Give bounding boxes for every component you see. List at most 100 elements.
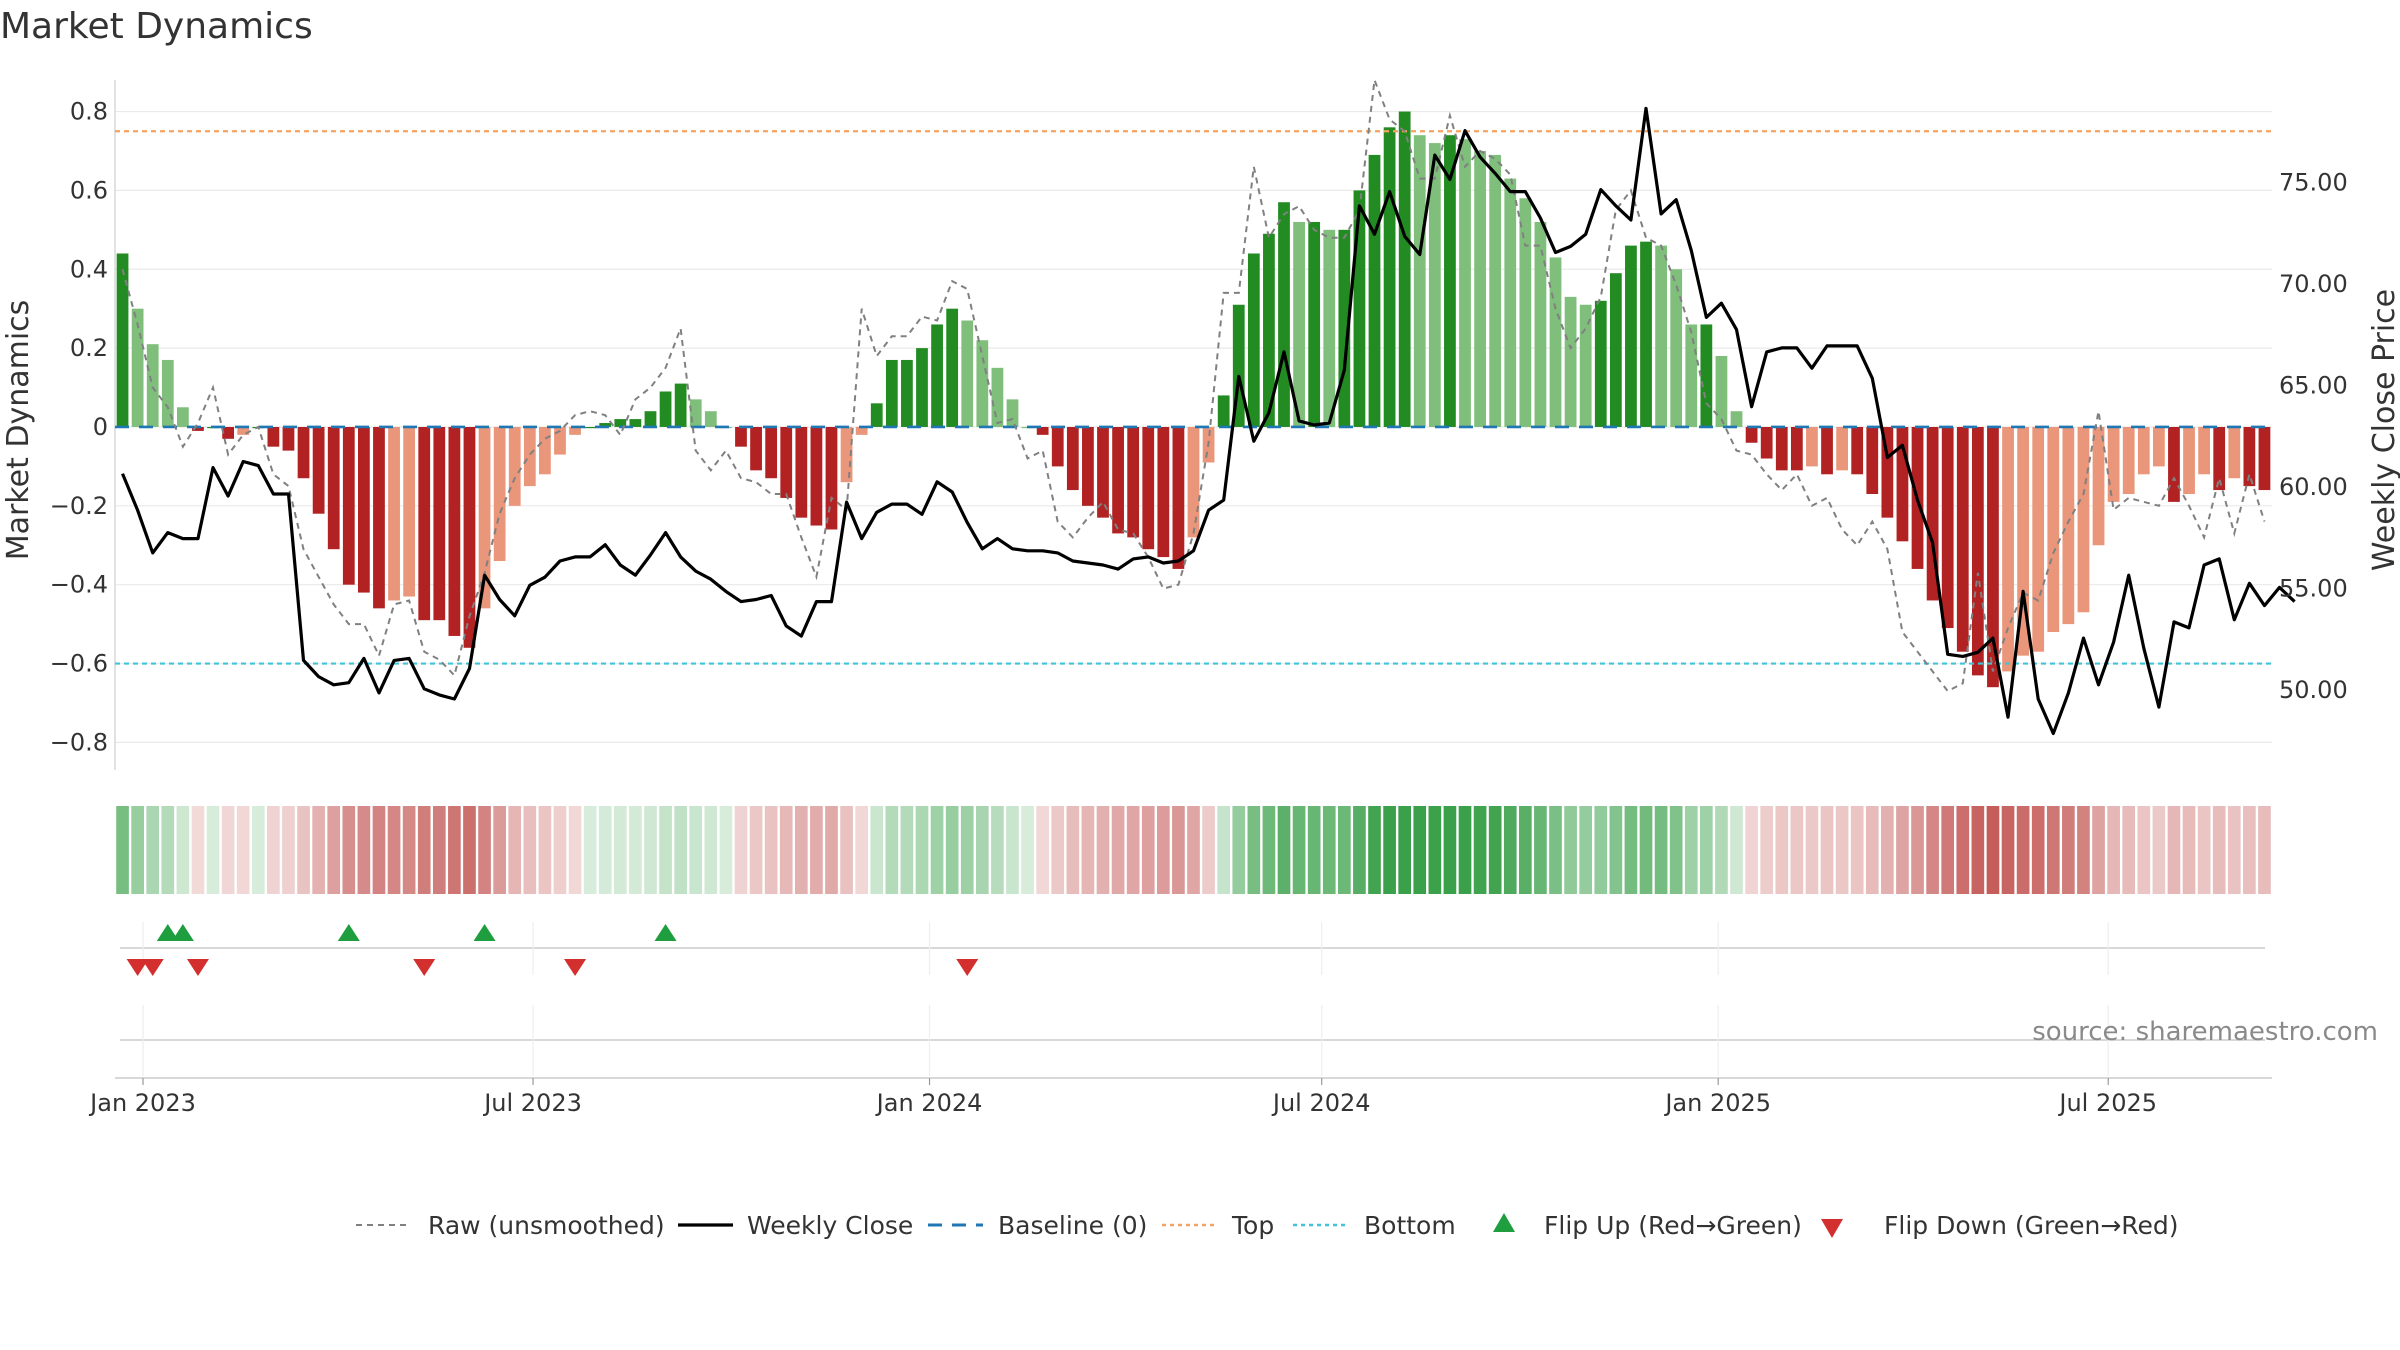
market-dynamics-bar — [1760, 426, 1773, 459]
market-dynamics-bar — [1519, 198, 1532, 427]
strip-cell — [810, 806, 823, 894]
right-axis-ticks: 75.00 70.00 65.00 60.00 55.00 50.00 — [2279, 168, 2348, 703]
market-dynamics-bar — [735, 426, 747, 447]
strip-cell — [568, 806, 582, 894]
market-dynamics-bar — [810, 426, 823, 526]
flip-up-marker — [654, 924, 677, 941]
market-dynamics-bar — [674, 383, 687, 427]
chart-title: Market Dynamics — [0, 6, 313, 47]
market-dynamics-bar — [2107, 426, 2120, 502]
market-dynamics-bar — [1157, 426, 1170, 558]
flip-up-marker — [171, 924, 194, 941]
market-dynamics-bar — [2032, 426, 2045, 652]
market-dynamics-bar — [1459, 139, 1471, 427]
market-dynamics-bar — [2092, 426, 2105, 546]
market-dynamics-bar — [644, 411, 657, 427]
market-dynamics-bar — [1232, 304, 1245, 427]
strip-cell — [191, 806, 205, 894]
market-dynamics-bar — [2213, 426, 2226, 491]
left-axis-ticks: 0.8 0.6 0.4 0.2 0 −0.2 −0.4 −0.6 −0.8 — [50, 98, 108, 757]
strip-cell — [749, 806, 763, 894]
market-dynamics-bar — [2077, 426, 2090, 613]
left-tick-label: −0.2 — [50, 492, 108, 520]
flip-up-marker — [473, 924, 496, 941]
strip-cell — [1081, 806, 1095, 894]
source-note: source: sharemaestro.com — [2032, 1017, 2378, 1047]
strip-cell — [1564, 806, 1577, 894]
market-dynamics-bar — [901, 359, 913, 427]
market-dynamics-bar — [1851, 426, 1864, 475]
strip-cell — [1534, 806, 1547, 894]
flip-down-marker — [956, 959, 979, 976]
strip-cell — [1443, 806, 1457, 894]
strip-cell — [1835, 806, 1849, 894]
strip-cell — [478, 806, 491, 894]
strip-cell — [885, 806, 899, 894]
x-tick-label: Jul 2024 — [1271, 1089, 1371, 1117]
strip-cell — [1353, 806, 1366, 894]
strip-cell — [1654, 806, 1668, 894]
market-dynamics-bar — [780, 426, 793, 498]
strip-cell — [538, 806, 552, 894]
raw-unsmoothed-line — [121, 79, 2266, 693]
market-dynamics-bar — [1926, 426, 1939, 601]
market-dynamics-bar — [1308, 221, 1321, 427]
strip-cell — [206, 806, 220, 894]
strip-cell — [1383, 806, 1396, 894]
market-dynamics-bar — [1790, 426, 1803, 471]
market-dynamics-bar — [1398, 111, 1411, 427]
strip-cell — [840, 806, 853, 894]
market-dynamics-bar — [1685, 324, 1698, 427]
market-dynamics-bar — [1323, 229, 1336, 427]
market-dynamics-bar — [1941, 426, 1954, 629]
strip-cell — [1986, 806, 2000, 894]
market-dynamics-bar — [1956, 426, 1969, 652]
market-dynamics-bar — [1881, 426, 1894, 518]
strip-cell — [1398, 806, 1412, 894]
market-dynamics-bar — [1655, 245, 1667, 427]
strip-cell — [176, 806, 190, 894]
strip-cell — [1141, 806, 1155, 894]
strip-cell — [2137, 806, 2151, 894]
market-dynamics-bar — [1594, 300, 1607, 427]
strip-cell — [1458, 806, 1472, 894]
strip-cell — [2107, 806, 2120, 894]
strip-cell — [2077, 806, 2090, 894]
strip-cell — [1292, 806, 1306, 894]
strip-cell — [1428, 806, 1442, 894]
market-dynamics-bar — [825, 426, 838, 530]
market-dynamics-bar — [629, 419, 642, 427]
strip-cell — [598, 806, 612, 894]
strip-cell — [116, 806, 129, 894]
strip-cell — [1338, 806, 1351, 894]
strip-cell — [1202, 806, 1215, 894]
strip-cell — [1684, 806, 1698, 894]
strip-cell — [689, 806, 703, 894]
strip-cell — [1730, 806, 1743, 894]
strip-cell — [161, 806, 175, 894]
market-dynamics-bar — [1036, 426, 1049, 435]
market-dynamics-bar — [765, 426, 778, 479]
legend-flip-down-label: Flip Down (Green→Red) — [1884, 1211, 2179, 1240]
market-dynamics-bar — [1775, 426, 1788, 471]
strip-cell — [1006, 806, 1019, 894]
strip-cell — [402, 806, 416, 894]
weekly-close-line — [121, 106, 2296, 736]
market-dynamics-bar — [1428, 143, 1441, 427]
strip-cell — [432, 806, 446, 894]
market-dynamics-bar — [1549, 257, 1562, 427]
market-dynamics-bar — [1217, 395, 1230, 427]
strip-cell — [1051, 806, 1065, 894]
strip-cell — [553, 806, 567, 894]
strip-cell — [236, 806, 250, 894]
market-dynamics-bar — [312, 426, 325, 514]
strip-cell — [734, 806, 748, 894]
right-tick-label: 50.00 — [2279, 676, 2348, 704]
x-tick-label: Jul 2023 — [482, 1089, 582, 1117]
market-dynamics-bar — [795, 426, 808, 518]
strip-cell — [1805, 806, 1819, 894]
market-dynamics-bar — [991, 367, 1004, 427]
market-dynamics-bar — [1474, 150, 1486, 427]
market-dynamics-bar — [463, 426, 476, 648]
